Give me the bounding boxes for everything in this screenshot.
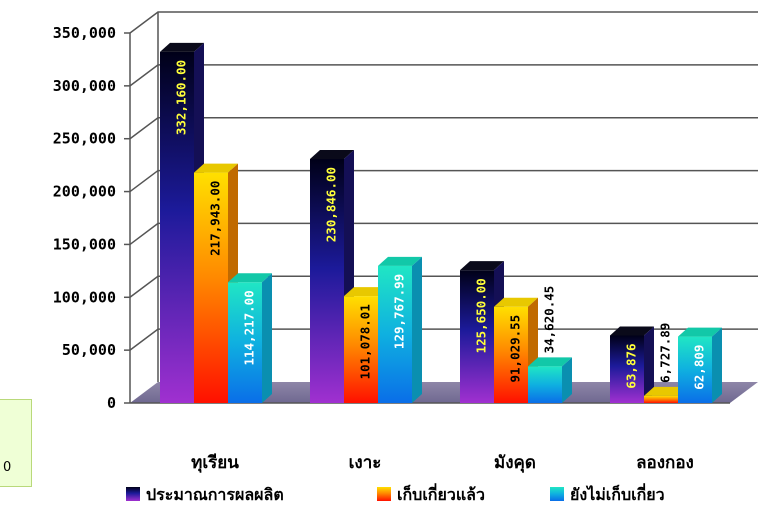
y-tick-label: 250,000 [53,130,116,148]
side-note-text: 0 [3,460,12,475]
bar-top-2-0 [228,273,272,283]
data-labels: 332,160.00 217,943.00 114,217.00 230,846.00… [174,60,707,390]
bar-2-3 [678,336,712,403]
category-label-3: ลองกอง [636,453,694,473]
y-axis-ticks: 0 50,000 100,000 150,000 200,000 250,000 300,0… [53,24,130,412]
data-label-0-1: 230,846.00 [324,167,339,242]
bars [160,42,722,403]
y-tick-label: 200,000 [53,183,116,201]
data-label-1-2: 91,029.55 [508,315,523,383]
category-label-0: ทุเรียน [191,452,239,473]
bar-side-2-3 [712,327,722,403]
bar-0-2 [460,270,494,403]
bar-1-2 [494,306,528,403]
bar-0-1 [310,158,344,403]
data-label-1-1: 101,078.01 [358,304,373,379]
bar-0-3 [610,335,644,403]
legend-label-2: ยังไม่เก็บเกี่ยว [570,483,665,504]
grid-lines [129,11,758,382]
gridline [129,11,758,34]
y-tick-label: 150,000 [53,235,116,253]
data-label-1-3: 6,727.89 [658,323,673,383]
data-label-0-3: 63,876 [624,343,639,388]
bar-top-0-2 [460,261,504,271]
legend-swatch-2 [550,487,564,501]
data-label-2-2: 34,620.45 [542,286,557,354]
y-tick-label: 300,000 [53,77,116,95]
bar-2-0 [228,282,262,403]
bar-1-3 [644,395,678,403]
data-label-0-2: 125,650.00 [474,278,489,353]
data-label-2-1: 129,767.99 [392,274,407,349]
bar-2-2 [528,366,562,403]
bar-side-2-1 [412,256,422,403]
bar-top-1-3 [644,386,688,396]
bar-side-2-2 [562,357,572,403]
gridline [129,116,758,140]
legend: ประมาณการผลผลิต เก็บเกี่ยวแล้ว ยังไม่เก็บเ… [126,483,665,504]
bar-2-1 [378,265,412,403]
y-tick-label: 100,000 [53,288,116,306]
y-tick-label: 50,000 [62,341,116,359]
legend-label-1: เก็บเกี่ยวแล้ว [397,483,485,504]
bar-1-0 [194,172,228,403]
side-note-box: 0 [0,399,32,487]
legend-swatch-0 [126,487,140,501]
category-label-1: เงาะ [349,453,382,473]
bar-top-1-0 [194,163,238,173]
bar-0-0 [160,51,194,403]
chart-floor [130,382,758,403]
bar-top-0-0 [160,42,204,52]
data-label-2-3: 62,809 [692,345,707,390]
gridline [129,64,758,87]
bar-top-1-2 [494,297,538,307]
legend-label-0: ประมาณการผลผลิต [146,485,284,504]
bar-top-1-1 [344,287,388,297]
data-label-2-0: 114,217.00 [242,290,257,365]
data-label-1-0: 217,943.00 [208,181,223,256]
y-tick-label: 0 [107,394,116,412]
x-axis-categories: ทุเรียน เงาะ มังคุด ลองกอง [191,452,694,473]
bar-top-2-3 [678,327,722,337]
bar-top-0-3 [610,326,654,336]
bar-top-2-1 [378,256,422,266]
bar-top-2-2 [528,357,572,367]
legend-swatch-1 [377,487,391,501]
bar-1-1 [344,296,378,403]
bar-side-2-0 [262,273,272,403]
bar-top-0-1 [310,149,354,159]
data-label-0-0: 332,160.00 [174,60,189,135]
bar-side-0-3 [644,326,654,403]
y-tick-label: 350,000 [53,24,116,42]
category-label-2: มังคุด [494,453,536,473]
